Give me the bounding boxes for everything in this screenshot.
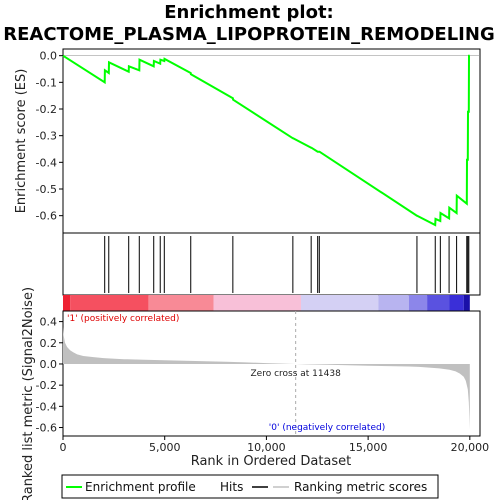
- hit-markers: [104, 236, 470, 293]
- legend-hits-label: Hits: [220, 480, 243, 494]
- es-y-tick-label: -0.3: [36, 130, 57, 143]
- hits-panel: [62, 232, 481, 296]
- legend-box: [61, 474, 439, 499]
- heatmap-segment: [70, 295, 149, 311]
- es-y-tick-label: -0.1: [36, 76, 57, 89]
- x-axis-label: Rank in Ordered Dataset: [191, 454, 352, 469]
- positive-correlation-label: '1' (positively correlated): [67, 314, 179, 324]
- metric-y-tick-label: 0.4: [40, 316, 58, 329]
- x-axis: 0 5,000 10,000 15,000 20,000: [60, 436, 490, 454]
- metric-y-axis: 0.4 0.2 0.0 -0.2 -0.4 -0.6: [36, 316, 63, 435]
- es-y-tick-label: -0.4: [36, 156, 57, 169]
- metric-y-tick-label: 0.2: [40, 337, 58, 350]
- heatmap-segment: [63, 295, 71, 311]
- heatmap-segment: [378, 295, 409, 311]
- legend-enrichment-label: Enrichment profile: [85, 480, 196, 494]
- heatmap-segment: [427, 295, 450, 311]
- es-y-axis-label: Enrichment score (ES): [14, 69, 29, 214]
- es-y-tick-label: -0.6: [36, 210, 57, 223]
- heatmap-segment: [300, 295, 379, 311]
- heatmap-segment: [148, 295, 214, 311]
- hits-panel-frame: [62, 232, 481, 296]
- zero-cross-label: Zero cross at 11438: [251, 369, 342, 379]
- es-panel: 0.0 -0.1 -0.2 -0.3 -0.4 -0.5 -0.6 Enrichment s…: [14, 48, 481, 234]
- x-tick-label: 5,000: [149, 441, 181, 454]
- x-tick-label: 10,000: [247, 441, 286, 454]
- es-y-tick-label: -0.2: [36, 103, 57, 116]
- legend: Enrichment profile Hits Ranking metric s…: [61, 474, 439, 499]
- chart-title-line-1: Enrichment plot:: [164, 2, 334, 23]
- heatmap-segment: [408, 295, 428, 311]
- legend-metric-label: Ranking metric scores: [294, 480, 427, 494]
- metric-y-axis-label: Ranked list metric (Signal2Noise): [21, 287, 36, 500]
- es-panel-frame: [62, 48, 481, 234]
- metric-y-tick-label: -0.4: [36, 400, 57, 413]
- chart-title-line-2: REACTOME_PLASMA_LIPOPROTEIN_REMODELING: [3, 24, 494, 45]
- x-tick-label: 20,000: [451, 441, 490, 454]
- es-y-axis: 0.0 -0.1 -0.2 -0.3 -0.4 -0.5 -0.6: [36, 50, 63, 223]
- metric-panel: 0.4 0.2 0.0 -0.2 -0.4 -0.6 Zero cross at 1143…: [21, 287, 481, 500]
- x-tick-label: 0: [60, 441, 67, 454]
- rank-heatmap-bar: [63, 295, 470, 311]
- metric-y-tick-label: 0.0: [40, 358, 58, 371]
- negative-correlation-label: '0' (negatively correlated): [269, 423, 385, 433]
- enrichment-profile-line: [62, 54, 470, 227]
- metric-y-tick-label: -0.6: [36, 422, 57, 435]
- x-tick-label: 15,000: [349, 441, 388, 454]
- heatmap-segment: [449, 295, 464, 311]
- heatmap-segment: [463, 295, 470, 311]
- metric-y-tick-label: -0.2: [36, 379, 57, 392]
- metric-panel-frame: [62, 310, 481, 437]
- es-y-tick-label: -0.5: [36, 183, 57, 196]
- heatmap-segment: [213, 295, 301, 311]
- es-y-tick-label: 0.0: [40, 50, 58, 63]
